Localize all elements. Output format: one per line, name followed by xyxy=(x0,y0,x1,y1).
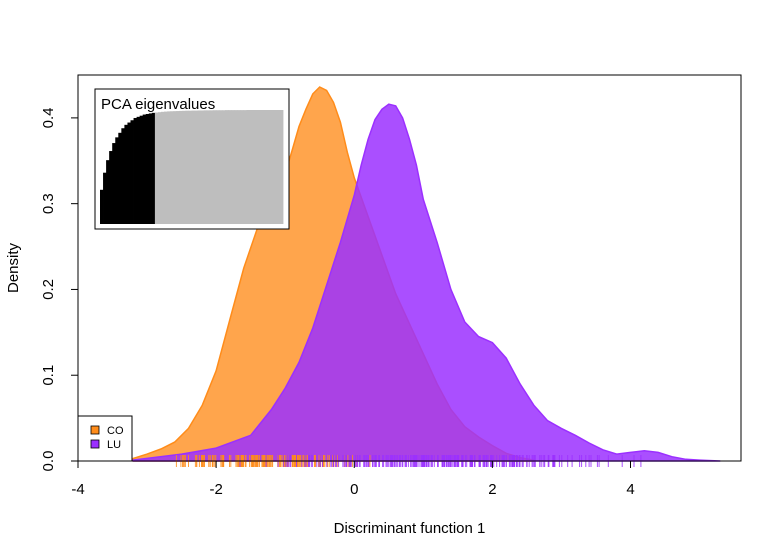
eigenvalue-bar xyxy=(139,115,144,224)
eigenvalue-bar xyxy=(197,110,202,224)
eigenvalue-bar xyxy=(249,110,253,224)
eigenvalue-bar xyxy=(237,110,241,224)
eigenvalue-bar xyxy=(130,120,134,224)
eigenvalue-bar xyxy=(200,110,205,224)
eigenvalue-bar xyxy=(167,111,171,224)
y-tick-label: 0.1 xyxy=(40,365,57,386)
eigenvalue-bar xyxy=(215,110,220,224)
legend: CO LU xyxy=(77,415,133,462)
eigenvalue-bar xyxy=(161,111,165,224)
eigenvalue-bar xyxy=(133,117,137,224)
eigenvalue-bar xyxy=(228,110,232,224)
legend-label-lu: LU xyxy=(107,439,121,451)
y-tick-label: 0.0 xyxy=(40,451,57,472)
eigenvalue-bar xyxy=(279,110,284,224)
x-tick-label: -4 xyxy=(71,481,84,498)
eigenvalue-bar xyxy=(191,110,195,224)
x-axis-label: Discriminant function 1 xyxy=(334,520,486,537)
eigenvalue-bar xyxy=(267,110,272,224)
eigenvalue-bar xyxy=(264,110,269,224)
eigenvalue-bar xyxy=(179,110,183,224)
eigenvalue-bar xyxy=(173,111,177,224)
eigenvalue-bar xyxy=(127,122,131,224)
legend-box xyxy=(77,415,133,462)
eigenvalue-bar xyxy=(121,128,125,224)
x-tick-label: 0 xyxy=(350,481,358,498)
y-axis-label: Density xyxy=(5,242,22,293)
eigenvalue-bar xyxy=(234,110,238,224)
eigenvalue-bar xyxy=(164,111,168,224)
eigenvalue-bar xyxy=(142,114,147,224)
x-tick-label: -2 xyxy=(209,481,222,498)
eigenvalue-bar xyxy=(170,111,174,224)
eigenvalue-bar xyxy=(154,112,159,224)
eigenvalue-bar xyxy=(212,110,217,224)
eigenvalue-bar xyxy=(231,110,235,224)
legend-swatch-co xyxy=(90,425,100,435)
eigenvalue-bar xyxy=(118,132,122,224)
eigenvalue-bar xyxy=(222,110,226,224)
eigenvalue-bar xyxy=(255,110,259,224)
eigenvalue-bar xyxy=(270,110,275,224)
eigenvalue-bar xyxy=(182,110,186,224)
eigenvalue-bar xyxy=(206,110,211,224)
eigenvalue-bar xyxy=(109,151,113,224)
x-tick-label: 4 xyxy=(626,481,634,498)
eigenvalue-bar xyxy=(176,111,180,224)
eigenvalue-bar xyxy=(115,137,119,224)
eigenvalue-bar xyxy=(273,110,278,224)
eigenvalue-bar xyxy=(258,110,263,224)
y-axis: 0.0 0.1 0.2 0.3 0.4 xyxy=(40,107,79,472)
inset-title: PCA eigenvalues xyxy=(101,96,215,113)
eigenvalue-bar xyxy=(185,110,189,224)
eigenvalue-bar xyxy=(145,113,150,224)
y-tick-label: 0.3 xyxy=(40,193,57,214)
eigenvalue-bar xyxy=(136,116,141,224)
eigenvalue-bar xyxy=(243,110,247,224)
eigenvalue-bar xyxy=(157,112,162,224)
eigenvalue-bar xyxy=(209,110,214,224)
eigenvalue-bar xyxy=(112,143,116,224)
eigenvalue-bar xyxy=(240,110,244,224)
eigenvalue-bar xyxy=(194,110,198,224)
legend-swatch-lu xyxy=(90,439,100,449)
eigenvalue-bar xyxy=(103,172,107,224)
eigenvalue-bar xyxy=(252,110,256,224)
eigenvalue-bar xyxy=(100,189,104,224)
eigenvalue-bar xyxy=(148,113,153,224)
x-tick-label: 2 xyxy=(488,481,496,498)
eigenvalue-bar xyxy=(246,110,250,224)
eigenvalue-bar xyxy=(276,110,281,224)
y-tick-label: 0.4 xyxy=(40,107,57,128)
legend-label-co: CO xyxy=(107,425,124,437)
eigenvalue-bar xyxy=(225,110,229,224)
x-axis: -4 -2 0 2 4 xyxy=(71,460,635,498)
y-tick-label: 0.2 xyxy=(40,279,57,300)
density-area-lu xyxy=(132,103,721,462)
eigenvalue-bar xyxy=(203,110,208,224)
pca-eigenvalues-inset: PCA eigenvalues xyxy=(94,88,290,230)
eigenvalue-bar xyxy=(124,124,128,224)
eigenvalue-bar xyxy=(261,110,266,224)
density-areas xyxy=(132,86,721,462)
eigenvalue-bar xyxy=(106,160,110,224)
eigenvalue-bar xyxy=(151,112,156,224)
eigenvalue-bar xyxy=(188,110,192,224)
eigenvalue-bar xyxy=(218,110,223,224)
